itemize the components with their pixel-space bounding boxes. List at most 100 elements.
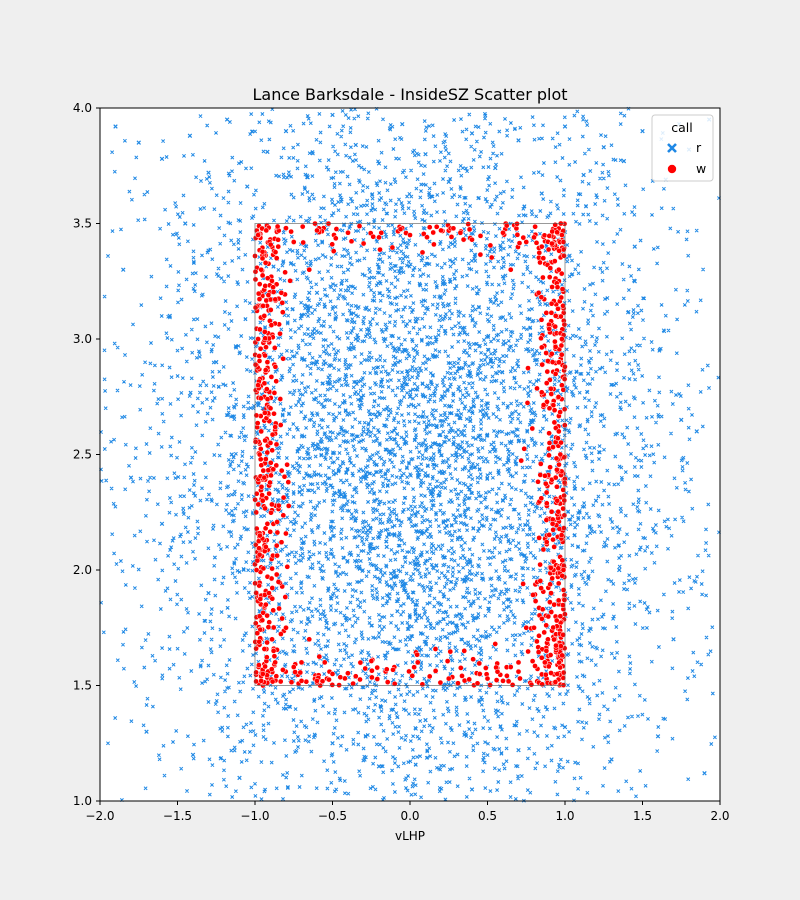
point-r (454, 648, 459, 654)
point-r (159, 521, 165, 527)
point-w (258, 428, 265, 435)
point-w (261, 474, 268, 481)
point-r (237, 775, 242, 781)
point-w (256, 613, 263, 620)
y-tick-label: 3.5 (73, 217, 92, 231)
point-w (557, 613, 564, 620)
point-w (273, 255, 280, 261)
point-w (549, 520, 556, 527)
point-r (345, 267, 351, 272)
point-w (540, 255, 547, 261)
x-tick-label: −2.0 (85, 809, 114, 823)
point-r (671, 637, 676, 642)
point-r (136, 140, 141, 145)
point-r (679, 417, 684, 423)
point-r (539, 325, 544, 330)
point-r (314, 359, 320, 365)
point-w (261, 313, 268, 319)
point-r (260, 406, 265, 411)
point-w (492, 641, 499, 647)
point-w (263, 544, 269, 550)
x-tick-label: 1.0 (555, 809, 574, 823)
point-w (555, 428, 562, 435)
point-w (445, 675, 452, 682)
point-w (278, 289, 285, 296)
point-r (206, 170, 211, 175)
point-r (245, 184, 250, 189)
r-density-cloud (99, 106, 721, 803)
point-r (283, 128, 289, 134)
point-w (515, 668, 522, 675)
point-w (507, 266, 514, 273)
point-r (353, 142, 358, 148)
point-r (314, 290, 320, 296)
point-w (267, 405, 274, 412)
point-w (551, 601, 558, 608)
point-r (462, 579, 467, 584)
point-w (555, 266, 562, 273)
point-w (507, 664, 514, 670)
point-r (586, 371, 591, 376)
point-r (305, 175, 310, 180)
point-w (559, 336, 565, 342)
point-r (640, 128, 645, 134)
y-tick-label: 4.0 (73, 101, 92, 115)
point-w (298, 678, 305, 684)
point-r (621, 158, 627, 164)
point-w (352, 673, 359, 680)
point-r (159, 156, 165, 162)
point-r (446, 179, 451, 185)
point-r (516, 747, 521, 753)
r-series (113, 112, 712, 792)
legend: call r w (651, 114, 714, 182)
point-r (291, 521, 296, 527)
point-r (477, 590, 482, 596)
point-r (229, 452, 234, 457)
point-r (376, 764, 382, 769)
point-r (338, 463, 343, 469)
point-r (361, 475, 366, 480)
point-r (500, 255, 506, 261)
point-r (376, 161, 382, 166)
legend-label-w: w (696, 161, 706, 176)
y-tick-label: 2.5 (73, 448, 92, 462)
point-w (500, 229, 506, 236)
point-r (493, 348, 498, 353)
point-w (559, 382, 565, 389)
point-r (400, 121, 405, 127)
point-w (523, 624, 530, 631)
point-r (500, 498, 506, 503)
point-r (353, 336, 358, 342)
point-w (259, 497, 266, 504)
point-w (269, 636, 275, 643)
point-r (581, 172, 586, 178)
point-r (407, 637, 413, 642)
x-tick-label: 2.0 (710, 809, 729, 823)
point-w (523, 239, 530, 245)
point-r (415, 510, 420, 515)
w-density-cloud (252, 220, 568, 689)
legend-title: call (671, 120, 692, 135)
point-w (283, 225, 289, 231)
point-w (290, 239, 297, 245)
point-r (307, 290, 312, 296)
point-r (330, 741, 335, 746)
point-r (369, 417, 374, 423)
point-w (461, 648, 468, 654)
point-r (438, 602, 444, 607)
point-w (484, 675, 491, 682)
point-r (183, 221, 188, 226)
point-r (632, 244, 637, 249)
point-r (617, 567, 622, 573)
x-tick-label: 1.5 (633, 809, 652, 823)
x-tick-label: 0.5 (478, 809, 497, 823)
point-r (469, 787, 475, 792)
point-r (384, 544, 389, 550)
y-tick-label: 2.0 (73, 563, 92, 577)
x-tick-label: −0.5 (318, 809, 347, 823)
point-r (562, 124, 568, 129)
point-r (144, 729, 149, 734)
point-r (407, 394, 413, 399)
chart-title: Lance Barksdale - InsideSZ Scatter plot (252, 85, 567, 104)
